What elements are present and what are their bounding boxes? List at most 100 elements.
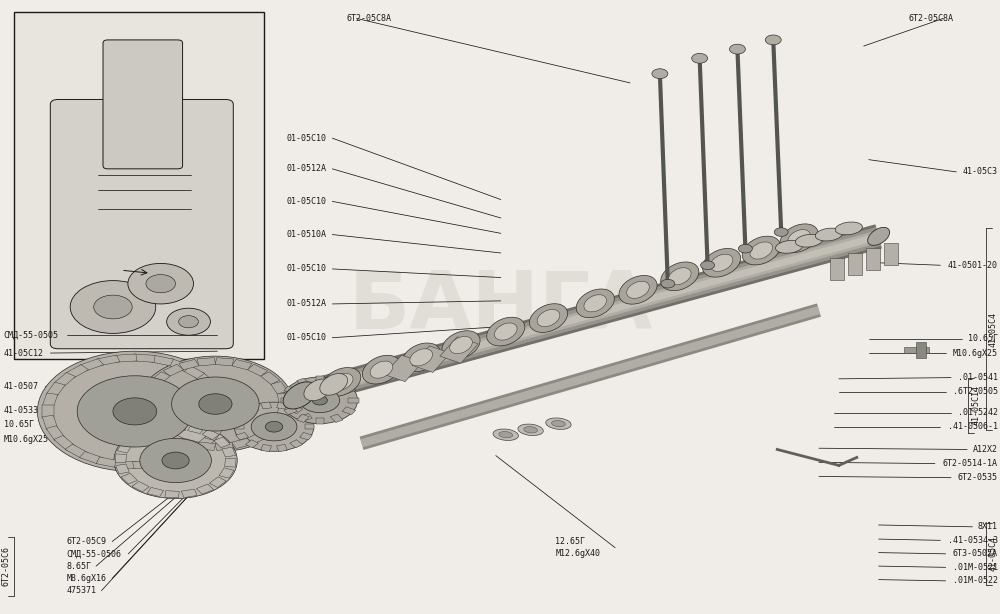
Bar (181, 444, 205, 458)
Bar (115, 354, 137, 362)
Circle shape (738, 244, 752, 253)
Bar (342, 407, 356, 414)
Ellipse shape (702, 249, 741, 277)
Bar (866, 248, 880, 270)
Bar (348, 398, 359, 403)
Ellipse shape (524, 427, 537, 433)
Circle shape (179, 316, 198, 328)
Text: 41-05C14: 41-05C14 (971, 385, 980, 426)
Ellipse shape (370, 361, 393, 378)
Bar (904, 347, 929, 353)
Text: 41-05C4: 41-05C4 (989, 536, 998, 572)
Bar (150, 355, 174, 366)
Text: 41-0507: 41-0507 (4, 383, 39, 391)
Ellipse shape (518, 424, 543, 435)
Bar (140, 393, 154, 404)
Ellipse shape (619, 276, 657, 304)
Bar (245, 406, 258, 414)
Text: 41-0533-1: 41-0533-1 (4, 406, 49, 414)
Circle shape (199, 394, 232, 414)
Bar (65, 444, 89, 458)
Bar (281, 398, 292, 403)
Circle shape (765, 35, 781, 45)
Bar (165, 491, 179, 498)
Bar (42, 393, 58, 408)
Bar (150, 457, 174, 468)
Bar (54, 435, 76, 450)
Circle shape (37, 351, 232, 472)
Bar (151, 424, 170, 436)
Bar (205, 382, 224, 397)
Bar (384, 355, 422, 382)
Bar (236, 413, 248, 421)
Bar (115, 454, 127, 463)
Bar (194, 373, 216, 387)
Ellipse shape (780, 224, 818, 252)
Ellipse shape (323, 368, 361, 396)
Bar (96, 355, 120, 366)
Bar (247, 364, 268, 376)
Ellipse shape (710, 254, 733, 271)
Ellipse shape (868, 227, 890, 246)
Ellipse shape (362, 356, 401, 384)
Circle shape (138, 356, 293, 452)
Ellipse shape (320, 373, 348, 395)
Text: 41-05C3: 41-05C3 (963, 168, 998, 176)
Bar (42, 405, 54, 418)
Text: 10.65Г: 10.65Г (4, 421, 34, 429)
Bar (297, 414, 309, 422)
Circle shape (652, 69, 668, 79)
Text: 01-05C10: 01-05C10 (287, 134, 327, 142)
Bar (261, 372, 280, 384)
Circle shape (774, 228, 788, 236)
Bar (212, 415, 227, 430)
Bar (916, 342, 926, 358)
Text: .01M-0522: .01M-0522 (953, 577, 998, 585)
Text: A12X2: A12X2 (973, 445, 998, 454)
Circle shape (300, 388, 340, 413)
Bar (154, 424, 170, 432)
Bar (830, 258, 844, 280)
Ellipse shape (442, 331, 480, 359)
Bar (14, 12, 264, 359)
Circle shape (77, 376, 193, 447)
Bar (166, 451, 190, 464)
Text: 6T2-0514-1A: 6T2-0514-1A (943, 459, 998, 468)
Text: .41-0534-3: .41-0534-3 (948, 536, 998, 545)
Bar (147, 488, 164, 497)
Ellipse shape (493, 429, 518, 440)
Bar (222, 447, 236, 457)
Text: .01-5242: .01-5242 (958, 408, 998, 417)
Ellipse shape (627, 281, 649, 298)
Circle shape (692, 53, 708, 63)
Text: 10.65Г: 10.65Г (968, 335, 998, 343)
Ellipse shape (499, 432, 513, 438)
Ellipse shape (450, 336, 472, 354)
Text: 41-0501-20: 41-0501-20 (948, 261, 998, 270)
Circle shape (140, 438, 211, 483)
Ellipse shape (750, 242, 773, 259)
Text: БАНГА: БАНГА (349, 268, 653, 346)
Bar (42, 415, 58, 430)
Bar (330, 414, 343, 422)
FancyBboxPatch shape (103, 40, 183, 169)
Text: .6T2-0505: .6T2-0505 (953, 387, 998, 396)
Text: 01-05C10: 01-05C10 (287, 333, 327, 342)
Text: 6T2-05C9: 6T2-05C9 (66, 537, 106, 546)
Ellipse shape (661, 262, 699, 290)
Circle shape (114, 422, 237, 499)
Bar (219, 468, 234, 478)
FancyBboxPatch shape (50, 99, 233, 349)
Bar (232, 359, 252, 370)
Circle shape (265, 421, 283, 432)
Bar (214, 437, 230, 448)
Bar (133, 354, 155, 362)
Circle shape (146, 274, 175, 293)
Ellipse shape (776, 241, 803, 253)
Bar (277, 404, 290, 415)
Text: 01-05C10: 01-05C10 (287, 265, 327, 273)
Circle shape (94, 295, 132, 319)
Bar (181, 489, 197, 497)
Bar (138, 427, 155, 437)
Circle shape (162, 452, 189, 469)
